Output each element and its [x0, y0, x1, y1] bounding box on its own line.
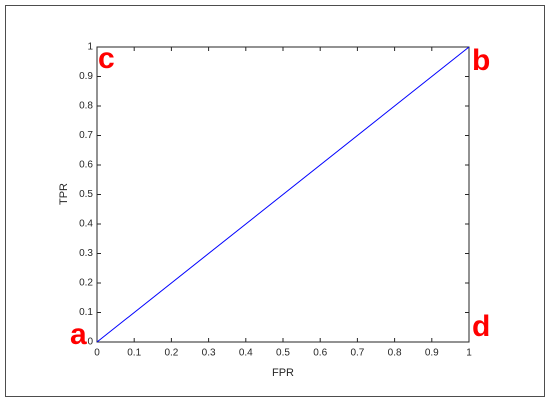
y-tick-label: 0.6	[79, 160, 93, 171]
y-tick-label: 0.5	[79, 189, 93, 200]
x-tick-label: 0.4	[239, 348, 253, 359]
x-tick-label: 0.5	[276, 348, 290, 359]
corner-label: d	[472, 310, 490, 343]
x-tick-label: 0.7	[350, 348, 364, 359]
y-tick-label: 0.1	[79, 307, 93, 318]
y-tick-label: 0.3	[79, 248, 93, 259]
y-axis-label: TPR	[58, 183, 70, 205]
y-tick-label: 0.2	[79, 278, 93, 289]
corner-label: c	[98, 42, 115, 75]
y-tick-label: 0.7	[79, 130, 93, 141]
y-tick-label: 1	[87, 42, 93, 53]
corner-label: a	[70, 318, 87, 351]
corner-label: b	[472, 44, 490, 77]
x-tick-label: 0.3	[202, 348, 216, 359]
x-tick-label: 0	[94, 348, 100, 359]
y-tick-label: 0.8	[79, 101, 93, 112]
y-tick-label: 0.9	[79, 71, 93, 82]
y-tick-label: 0.4	[79, 219, 93, 230]
x-tick-label: 0.1	[127, 348, 141, 359]
x-tick-label: 0.8	[388, 348, 402, 359]
line-series	[96, 46, 470, 343]
x-tick-label: 0.9	[425, 348, 439, 359]
x-tick-label: 0.6	[313, 348, 327, 359]
x-tick-label: 1	[466, 348, 472, 359]
y-tick-label: 0	[87, 337, 93, 348]
x-axis-label: FPR	[272, 367, 294, 379]
x-tick-label: 0.2	[164, 348, 178, 359]
